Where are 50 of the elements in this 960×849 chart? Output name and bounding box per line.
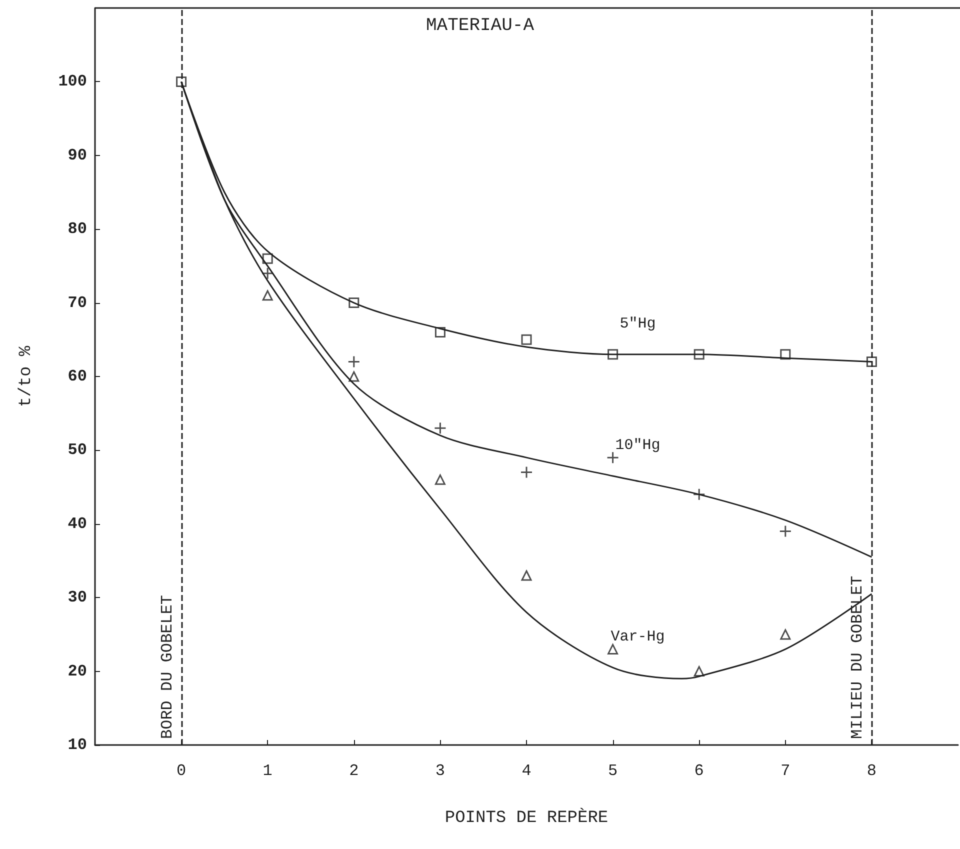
point: [692, 488, 706, 501]
x-tick-label: 5: [608, 762, 618, 780]
chart-title: MATERIAU-A: [426, 16, 534, 36]
point: [866, 356, 877, 368]
x-tick-label: 6: [694, 762, 704, 780]
point: [348, 371, 360, 382]
point: [608, 349, 618, 360]
ref-line-label: BORD DU GOBELET: [158, 594, 176, 739]
point: [780, 629, 791, 640]
point: [348, 356, 360, 368]
y-tick-label: 60: [68, 368, 87, 386]
point: [780, 349, 791, 360]
point: [521, 334, 532, 345]
x-tick-label: 8: [866, 762, 877, 780]
point: [694, 666, 704, 677]
point: [434, 327, 446, 338]
y-tick-label: 80: [68, 220, 87, 238]
y-tick-label: 100: [58, 72, 87, 91]
y-tick-label: 30: [68, 588, 87, 607]
point: [521, 570, 532, 581]
point: [261, 267, 274, 280]
series-label: Var-Hg: [610, 628, 665, 646]
y-tick-label: 10: [68, 736, 87, 754]
x-tick-label: 2: [349, 762, 359, 780]
x-tick-label: 1: [262, 762, 272, 780]
y-tick-label: 90: [68, 146, 87, 164]
series-label: 5"Hg: [620, 315, 656, 332]
y-tick-label: 50: [68, 441, 87, 460]
x-tick-label: 7: [780, 762, 790, 780]
x-tick-label: 0: [176, 762, 186, 780]
y-axis-title: t/to %: [17, 345, 36, 408]
y-tick-label: 40: [68, 514, 87, 533]
point: [262, 290, 273, 301]
x-tick-label: 3: [435, 762, 446, 780]
point: [520, 466, 533, 479]
point: [694, 349, 704, 360]
point: [348, 298, 360, 308]
x-tick-label: 4: [522, 762, 532, 780]
point: [606, 451, 620, 464]
point: [176, 76, 187, 87]
point: [779, 525, 792, 538]
point: [262, 253, 273, 264]
x-axis-title: POINTS DE REPÈRE: [444, 807, 608, 828]
series-label: 10"Hg: [615, 436, 660, 454]
y-tick-label: 20: [68, 662, 87, 680]
point: [434, 422, 446, 434]
y-tick-label: 70: [68, 294, 87, 312]
point: [608, 644, 618, 654]
point: [434, 474, 446, 485]
ref-line-label: MILIEU DU GOBELET: [848, 576, 867, 739]
